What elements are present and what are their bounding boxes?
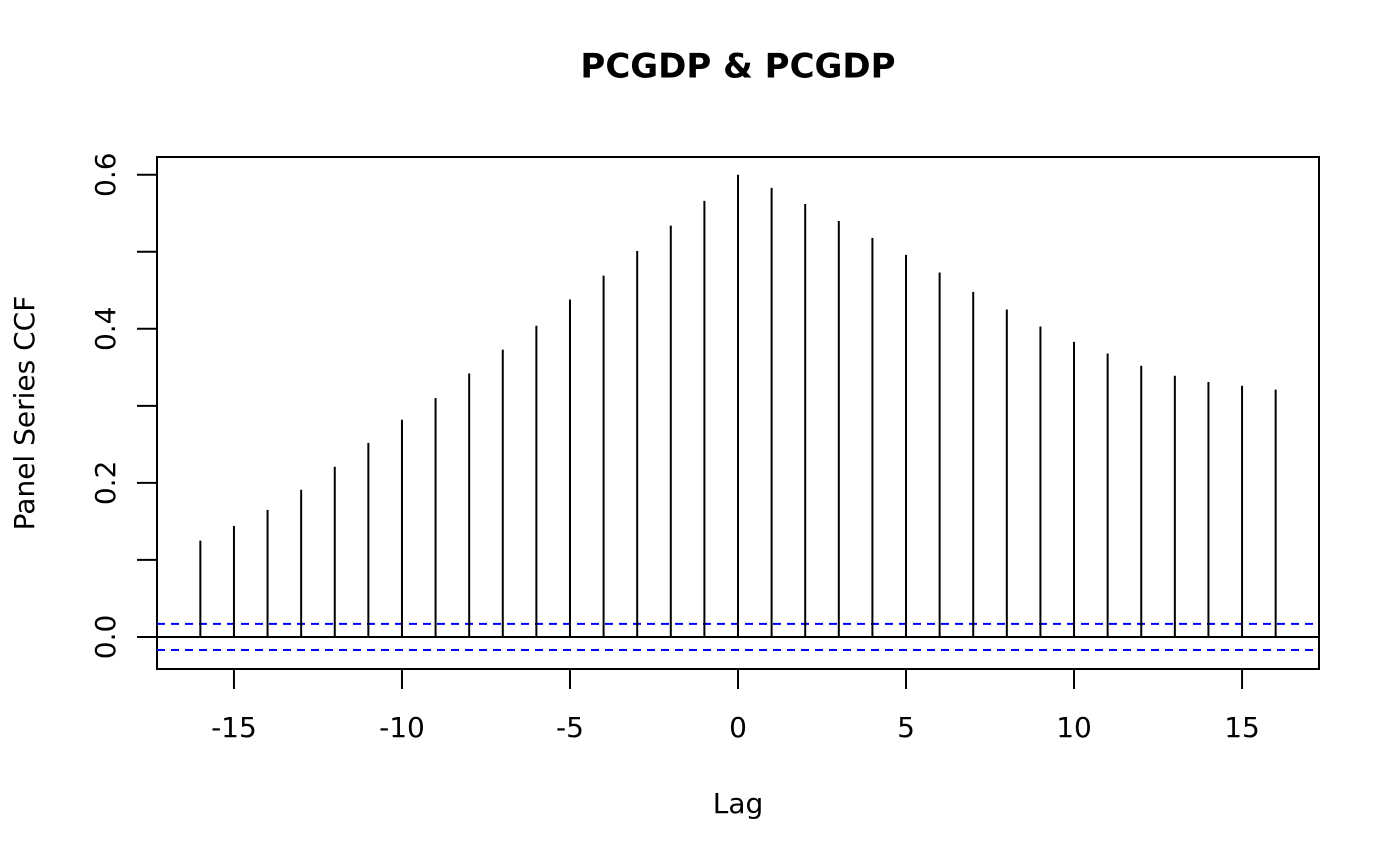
x-tick-label: 5 bbox=[897, 711, 915, 744]
x-tick-label: -15 bbox=[211, 711, 257, 744]
x-tick-label: -5 bbox=[556, 711, 584, 744]
y-tick-label: 0.6 bbox=[89, 152, 122, 197]
y-tick-label: 0.4 bbox=[89, 307, 122, 352]
x-tick-label: -10 bbox=[379, 711, 425, 744]
y-tick-label: 0.0 bbox=[89, 615, 122, 660]
x-axis-label: Lag bbox=[713, 787, 764, 820]
x-tick-label: 15 bbox=[1224, 711, 1260, 744]
x-tick-label: 0 bbox=[729, 711, 747, 744]
y-axis-label: Panel Series CCF bbox=[8, 296, 41, 531]
chart-title: PCGDP & PCGDP bbox=[580, 47, 895, 87]
x-tick-label: 10 bbox=[1056, 711, 1092, 744]
y-tick-label: 0.2 bbox=[89, 461, 122, 506]
